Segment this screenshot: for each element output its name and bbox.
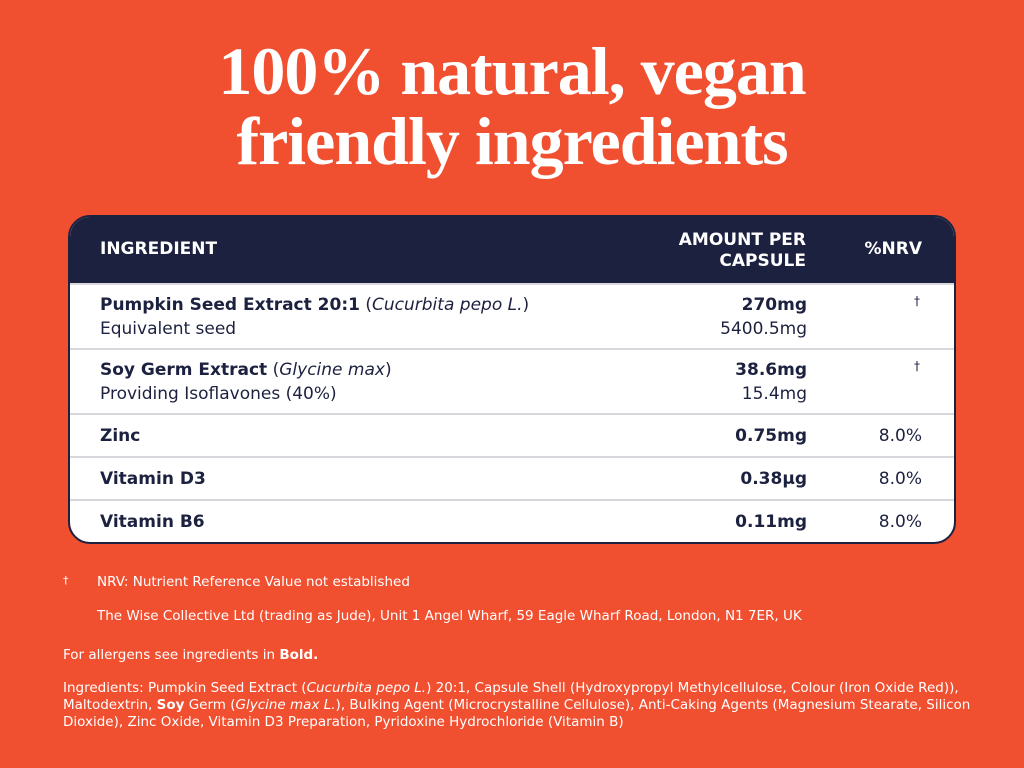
address: The Wise Collective Ltd (trading as Jude… <box>97 608 802 624</box>
header-cell: AMOUNT PER CAPSULE <box>678 230 806 271</box>
text-segment: Glycine max <box>279 360 385 380</box>
text-segment: Pumpkin Seed Extract 20:1 <box>100 295 360 315</box>
text-segment: ) <box>522 295 530 315</box>
footnote-mark: † <box>63 574 69 587</box>
amount: 270mg <box>741 295 807 315</box>
amount-cell: 0.38µg <box>740 467 807 491</box>
ingredient-cell: Zinc <box>100 424 140 448</box>
table-row: Vitamin D3 0.38µg 8.0% <box>70 456 954 499</box>
ingredient-detail: Providing Isoflavones (40%) <box>100 384 337 404</box>
amount-cell: 38.6mg 15.4mg <box>735 358 807 406</box>
sub-amount: 5400.5mg <box>720 319 807 339</box>
ingredient-name: Zinc <box>100 424 140 448</box>
ingredient-name: Vitamin D3 <box>100 467 206 491</box>
table-row: Vitamin B6 0.11mg 8.0% <box>70 499 954 542</box>
text-segment: ( <box>359 295 373 315</box>
ingredient-name: Pumpkin Seed Extract 20:1 (Cucurbita pep… <box>100 293 529 317</box>
text-segment: For allergens see ingredients in <box>63 647 280 663</box>
header-cell: %NRV <box>864 239 922 259</box>
title-line: 100% natural, vegan <box>218 33 806 109</box>
nrv-cell: 8.0% <box>878 469 922 489</box>
table-row: Zinc 0.75mg 8.0% <box>70 413 954 456</box>
table-row: Soy Germ Extract (Glycine max) Providing … <box>70 348 954 413</box>
text-segment: ) <box>384 360 392 380</box>
text-segment: ) 20:1, Capsule Shell (Hydroxypropyl Met… <box>63 680 959 713</box>
footnote: NRV: Nutrient Reference Value not establ… <box>97 574 410 590</box>
sub-amount: 15.4mg <box>741 384 807 404</box>
text-segment: Glycine max L. <box>235 697 336 713</box>
text-segment: Zinc <box>100 426 141 446</box>
amount: 38.6mg <box>735 360 807 380</box>
ingredient-detail: Equivalent seed <box>100 319 237 339</box>
ingredient-name: Soy Germ Extract (Glycine max) <box>100 358 392 382</box>
nrv-cell: † <box>914 359 920 373</box>
text-segment: Ingredients: Pumpkin Seed Extract ( <box>63 680 307 696</box>
ingredient-cell: Pumpkin Seed Extract 20:1 (Cucurbita pep… <box>100 293 529 341</box>
amount: 0.38µg <box>740 469 807 489</box>
text-segment: ), Bulking Agent (Microcrystalline Cellu… <box>63 697 971 730</box>
table-row: Pumpkin Seed Extract 20:1 (Cucurbita pep… <box>70 283 954 348</box>
text-segment: Germ ( <box>184 697 236 713</box>
text-segment: Bold. <box>279 647 319 663</box>
text-segment: Vitamin B6 <box>100 512 205 532</box>
amount: 0.11mg <box>735 512 807 532</box>
text-segment: Soy <box>156 697 185 713</box>
nrv-cell: 8.0% <box>878 426 922 446</box>
text-segment: Soy Germ Extract <box>100 360 268 380</box>
ingredient-cell: Soy Germ Extract (Glycine max) Providing … <box>100 358 392 406</box>
text-segment: Cucurbita pepo L. <box>306 680 427 696</box>
title-line: friendly ingredients <box>236 103 788 179</box>
allergen-note: For allergens see ingredients in Bold. <box>63 647 983 664</box>
amount-cell: 0.11mg <box>735 510 807 534</box>
text-segment: Vitamin D3 <box>100 469 206 489</box>
amount-cell: 270mg 5400.5mg <box>720 293 807 341</box>
text-segment: ( <box>267 360 280 380</box>
nrv-cell: 8.0% <box>878 512 922 532</box>
ingredients-list: Ingredients: Pumpkin Seed Extract (Cucur… <box>63 680 983 731</box>
amount: 0.75mg <box>735 426 807 446</box>
ingredient-name: Vitamin B6 <box>100 510 205 534</box>
title: 100% natural, vegan friendly ingredients <box>0 36 1024 176</box>
ingredient-cell: Vitamin D3 <box>100 467 206 491</box>
amount-cell: 0.75mg <box>735 424 807 448</box>
header-cell: INGREDIENT <box>100 239 218 259</box>
table-header: INGREDIENT AMOUNT PER CAPSULE %NRV <box>70 217 954 283</box>
ingredient-cell: Vitamin B6 <box>100 510 205 534</box>
text-segment: Cucurbita pepo L. <box>372 295 523 315</box>
nrv-cell: † <box>914 294 920 308</box>
nutrition-table: INGREDIENT AMOUNT PER CAPSULE %NRV Pumpk… <box>68 215 956 544</box>
